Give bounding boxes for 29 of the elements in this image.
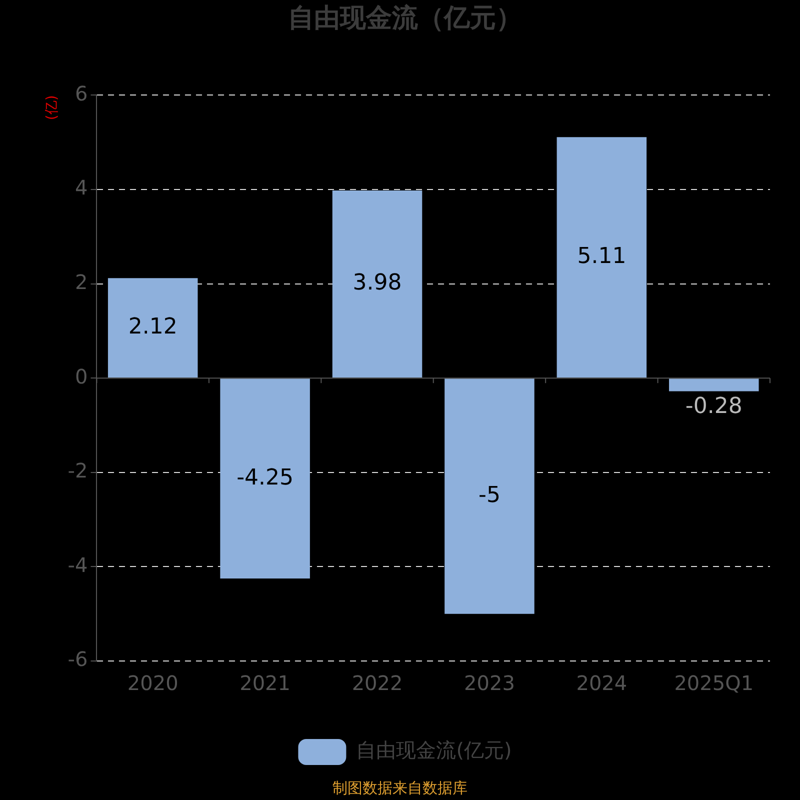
bar — [108, 278, 198, 378]
data-label: 3.98 — [352, 270, 402, 296]
data-label: -5 — [478, 482, 500, 508]
chart-title: 自由现金流（亿元） — [288, 3, 522, 34]
bar — [444, 378, 534, 614]
y-tick-label: -6 — [68, 647, 88, 672]
bar — [332, 190, 422, 378]
x-tick-label: 2024 — [576, 671, 628, 696]
bar — [220, 378, 310, 578]
data-label: 5.11 — [577, 244, 626, 270]
bar — [669, 378, 759, 392]
y-tick-label: 6 — [75, 81, 88, 106]
x-tick-label: 2023 — [464, 671, 515, 696]
data-label: -4.25 — [236, 465, 294, 490]
y-tick-label: 4 — [75, 176, 88, 200]
y-tick-label: 0 — [75, 364, 88, 388]
text: 制图数据来自数据库 — [332, 778, 468, 797]
x-tick-label: 2022 — [352, 671, 403, 696]
bar — [556, 137, 647, 378]
data-label: 2.12 — [128, 314, 178, 340]
legend-label: 自由现金流(亿元) — [356, 738, 512, 762]
y-axis-title: (亿) — [44, 95, 60, 120]
y-tick-label: 2 — [75, 270, 88, 294]
data-label: -0.28 — [685, 394, 742, 420]
x-tick-label: 2020 — [127, 671, 178, 696]
y-tick-label: -2 — [68, 458, 88, 483]
y-tick-label: -4 — [68, 552, 88, 577]
x-tick-label: 2025Q1 — [674, 671, 754, 696]
x-tick-label: 2021 — [240, 671, 291, 696]
